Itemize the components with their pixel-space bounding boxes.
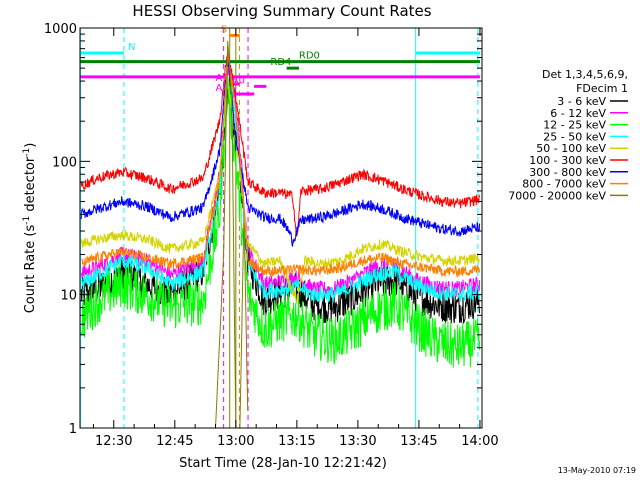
legend-header-1: Det 1,3,4,5,6,9,: [542, 68, 628, 81]
series-group: [80, 40, 481, 429]
x-tick-label-4: 13:30: [339, 434, 376, 449]
y-tick-label-3: 1000: [44, 22, 77, 37]
series-line-3: [81, 49, 481, 303]
y-axis-label-mid: detector: [23, 156, 38, 216]
legend-label-8: 7000 - 20000 keV: [508, 189, 606, 202]
y-axis-label-sup2: -1: [22, 148, 32, 157]
x-tick-label-3: 13:15: [278, 434, 315, 449]
legend-label-4: 50 - 100 keV: [536, 142, 606, 155]
series-line-8: [215, 40, 249, 429]
y-axis-label-sup1: -1: [22, 216, 32, 225]
legend-label-3: 25 - 50 keV: [543, 130, 606, 143]
series-line-7: [81, 57, 481, 278]
legend-label-5: 100 - 300 keV: [529, 154, 606, 167]
x-tick-label-6: 14:00: [461, 434, 498, 449]
legend-label-7: 800 - 7000 keV: [522, 178, 606, 191]
series-line-5: [80, 47, 481, 237]
y-tick-label-0: 1: [69, 422, 77, 437]
flag-bars: N RD0 RD4 A1 A0 A3 S: [80, 24, 480, 96]
legend-label-1: 6 - 12 keV: [550, 107, 606, 120]
x-tick-label-2: 13:00: [217, 434, 254, 449]
y-axis-label: Count Rate (s-1 detector-1): [22, 143, 38, 314]
flag-label-7: S: [221, 24, 227, 35]
y-tick-label-1: 10: [60, 289, 77, 304]
legend-label-0: 3 - 6 keV: [557, 95, 606, 108]
series-line-2: [80, 76, 481, 368]
y-tick-label-2: 100: [52, 155, 77, 170]
y-axis-label-end: ): [23, 143, 38, 148]
x-tick-label-5: 13:45: [400, 434, 437, 449]
series-line-4: [80, 77, 481, 305]
x-tick-label-0: 12:30: [95, 434, 132, 449]
legend-label-2: 12 - 25 keV: [543, 119, 606, 132]
flag-label-5: A0: [232, 75, 245, 86]
plot-frame: [79, 27, 483, 429]
flag-label-1: RD0: [299, 51, 320, 62]
flag-label-0: N: [128, 42, 135, 53]
legend-label-6: 300 - 800 keV: [529, 166, 606, 179]
series-line-1: [80, 64, 481, 297]
flag-label-4: A1: [215, 73, 228, 84]
series-line-6: [80, 56, 481, 247]
x-axis-label: Start Time (28-Jan-10 12:21:42): [179, 456, 387, 471]
legend-header-2: FDecim 1: [576, 82, 628, 95]
axes: 12:30 12:45 13:00 13:15 13:30 13:45 14:00 1 10 10…: [44, 22, 499, 449]
x-tick-label-1: 12:45: [156, 434, 193, 449]
chart-title: HESSI Observing Summary Count Rates: [132, 2, 431, 20]
footer-date: 13-May-2010 07:19: [558, 466, 636, 475]
y-axis-label-main: Count Rate (s: [23, 225, 38, 314]
flag-label-6: A3: [215, 83, 228, 94]
flag-label-2: RD4: [270, 57, 291, 68]
